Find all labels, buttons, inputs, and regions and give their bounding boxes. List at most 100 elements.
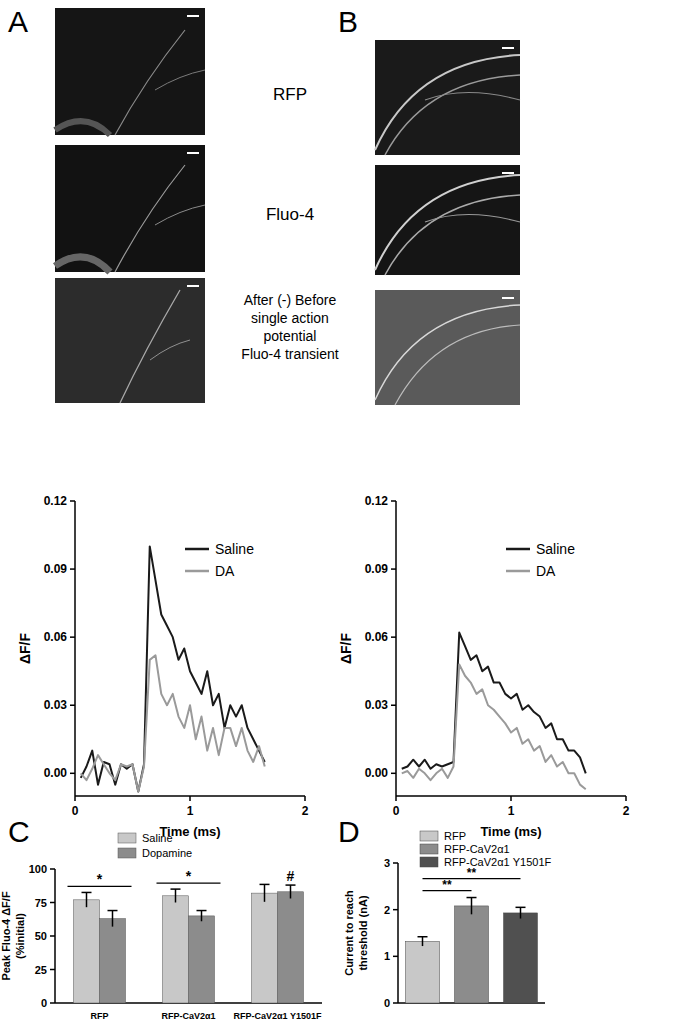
image-frame — [55, 8, 205, 135]
error-line — [520, 907, 522, 918]
neurite — [55, 121, 110, 135]
x-tick — [189, 796, 191, 801]
legend-label: DA — [215, 563, 235, 579]
error-cap — [108, 910, 118, 912]
y-tick-label: 0 — [384, 997, 390, 1009]
scale-bar — [187, 152, 199, 154]
series-line — [81, 546, 265, 791]
legend-label: Saline — [536, 541, 575, 557]
y-tick-label: 0 — [41, 997, 47, 1009]
neurite — [115, 30, 185, 135]
y-tick-label: 0.09 — [365, 562, 389, 576]
image-difference-b — [375, 290, 520, 405]
series-line — [81, 655, 265, 791]
y-tick-label: 0.12 — [44, 494, 68, 508]
error-bar — [171, 889, 181, 902]
image-frame — [375, 290, 520, 405]
image-fluo4-a — [55, 145, 205, 272]
y-tick-label: 0.00 — [44, 766, 68, 780]
panel-letter: D — [338, 815, 360, 848]
neurite — [395, 325, 520, 405]
x-tick-label: 0 — [393, 804, 400, 818]
image-rfp-b — [375, 40, 520, 155]
figure: ABCDRFPFluo-4After (-) Beforesingle acti… — [0, 0, 675, 1029]
image-label: After (-) Before — [244, 292, 337, 308]
neurite — [425, 93, 520, 101]
image-frame — [375, 40, 520, 155]
error-cap — [516, 907, 526, 909]
error-bar — [467, 898, 477, 915]
y-tick — [393, 956, 398, 958]
neurite — [425, 215, 520, 223]
x-tick-label: 2 — [302, 804, 309, 818]
plot-area — [74, 884, 304, 1003]
bar — [504, 913, 538, 1003]
neurite — [115, 165, 185, 272]
bar — [406, 941, 440, 1003]
x-tick-label: RFP-CaV2α1 Y1501F — [233, 1011, 322, 1021]
scale-bar — [502, 297, 514, 299]
image-frame — [375, 165, 520, 275]
y-tick — [391, 636, 396, 638]
y-axis — [395, 501, 397, 796]
legend-swatch — [118, 848, 136, 858]
y-tick-label: 2 — [384, 904, 390, 916]
error-line — [422, 937, 424, 946]
legend-swatch — [185, 548, 209, 551]
image-rfp-a — [55, 8, 205, 135]
bar — [455, 906, 489, 1003]
image-frame — [55, 278, 205, 403]
y-tick — [391, 773, 396, 775]
y-tick — [393, 1002, 398, 1004]
image-label: Fluo-4 — [266, 205, 314, 224]
y-tick — [70, 568, 75, 570]
y-axis-label: Peak Fluo-4 ΔF/F — [0, 891, 12, 980]
y-tick-label: 50 — [35, 930, 47, 942]
neurite — [55, 257, 110, 272]
image-frame — [55, 145, 205, 272]
y-axis-label: ΔF/F — [17, 633, 33, 665]
neurite — [155, 205, 205, 225]
y-tick-label: 75 — [35, 897, 47, 909]
y-tick — [70, 773, 75, 775]
series-line — [402, 664, 586, 789]
scale-bar — [187, 15, 199, 17]
error-cap — [82, 892, 92, 894]
error-line — [86, 892, 88, 907]
legend-label: RFP-CaV2α1 — [444, 843, 510, 855]
y-tick-label: 3 — [384, 857, 390, 869]
error-bar — [82, 892, 92, 907]
bar — [163, 896, 189, 1003]
image-fluo4-b — [375, 165, 520, 275]
panel-letter: C — [8, 815, 30, 848]
y-tick — [70, 704, 75, 706]
y-tick — [50, 935, 55, 937]
error-cap — [260, 884, 270, 886]
neurite — [375, 305, 520, 400]
x-tick-label: RFP-CaV2α1 — [161, 1011, 215, 1021]
y-tick-label: 0.06 — [365, 630, 389, 644]
legend-swatch — [420, 857, 438, 867]
bar — [189, 916, 215, 1003]
scale-bar — [502, 172, 514, 174]
y-tick — [393, 909, 398, 911]
y-axis-label: threshold (nA) — [357, 895, 369, 970]
line-chart: 0.000.030.060.090.12012Time (ms)ΔF/FSali… — [17, 494, 309, 839]
legend-label: RFP — [444, 830, 466, 842]
x-tick — [74, 796, 76, 801]
y-tick — [70, 636, 75, 638]
y-tick — [50, 969, 55, 971]
error-line — [290, 885, 292, 898]
scale-bar — [502, 47, 514, 49]
annotation: # — [287, 868, 295, 884]
error-cap — [467, 897, 477, 899]
x-tick-label: 2 — [623, 804, 630, 818]
y-tick-label: 25 — [35, 964, 47, 976]
x-tick — [395, 796, 397, 801]
y-tick-label: 1 — [384, 950, 390, 962]
error-line — [201, 911, 203, 922]
error-cap — [418, 936, 428, 938]
y-tick-label: 0.03 — [365, 698, 389, 712]
legend-label: RFP-CaV2α1 Y1501F — [444, 856, 552, 868]
neurite — [385, 75, 520, 155]
